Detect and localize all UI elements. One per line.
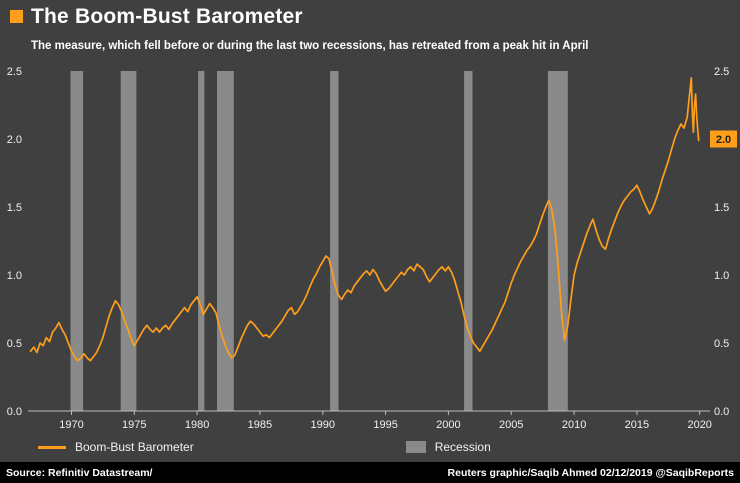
recession-swatch-icon [405,441,426,453]
legend-item-series: Boom-Bust Barometer [38,440,194,454]
series-line-swatch-icon [38,445,66,449]
chart-subtitle: The measure, which fell before or during… [31,40,589,52]
x-tick-label: 1990 [311,419,335,431]
legend: Boom-Bust Barometer Recession [38,437,491,457]
y-tick-label-left: 1.5 [7,202,22,214]
x-tick-label: 1975 [122,419,146,431]
y-tick-label-right: 0.0 [714,406,729,418]
legend-item-recession: Recession [405,440,491,454]
recession-band [198,71,205,411]
source-text: Source: Refinitiv Datastream/ [6,466,153,479]
credit-text: Reuters graphic/Saqib Ahmed 02/12/2019 @… [447,466,734,479]
boom-bust-chart-canvas: 1970 1975 1980 1985 1990 1995 2000 2005 2010 2015… [7,66,737,431]
recession-band [330,71,339,411]
x-tick-label: 2000 [436,419,460,431]
recession-band [120,71,137,411]
x-tick-label: 2020 [687,419,711,431]
legend-label-series: Boom-Bust Barometer [75,440,194,454]
x-tick-label: 2015 [625,419,649,431]
recession-band [70,71,84,411]
brand-square-icon [10,10,23,23]
recession-band [464,71,473,411]
y-tick-label-left: 2.5 [7,66,22,78]
y-tick-label-right: 1.0 [714,270,729,282]
y-tick-label-left: 1.0 [7,270,22,282]
y-tick-label-right: 1.5 [714,202,729,214]
x-tick-label: 1970 [59,419,83,431]
y-tick-label-left: 2.0 [7,134,22,146]
y-tick-label-left: 0.5 [7,338,22,350]
x-tick-label: 1980 [185,419,209,431]
recession-band [547,71,568,411]
footer-bar: Source: Refinitiv Datastream/ Reuters gr… [0,462,740,483]
y-tick-label-right: 0.5 [714,338,729,350]
legend-label-recession: Recession [434,440,491,454]
last-value-badge-label: 2.0 [716,134,731,146]
y-tick-label-right: 2.5 [714,66,729,78]
x-tick-label: 1985 [248,419,272,431]
x-tick-label: 2010 [562,419,586,431]
series-line [29,76,700,362]
last-value-badge [710,130,737,148]
x-tick-label: 2005 [499,419,523,431]
page-title: The Boom-Bust Barometer [31,5,303,28]
recession-band [217,71,234,411]
x-tick-label: 1995 [373,419,397,431]
y-tick-label-left: 0.0 [7,406,22,418]
